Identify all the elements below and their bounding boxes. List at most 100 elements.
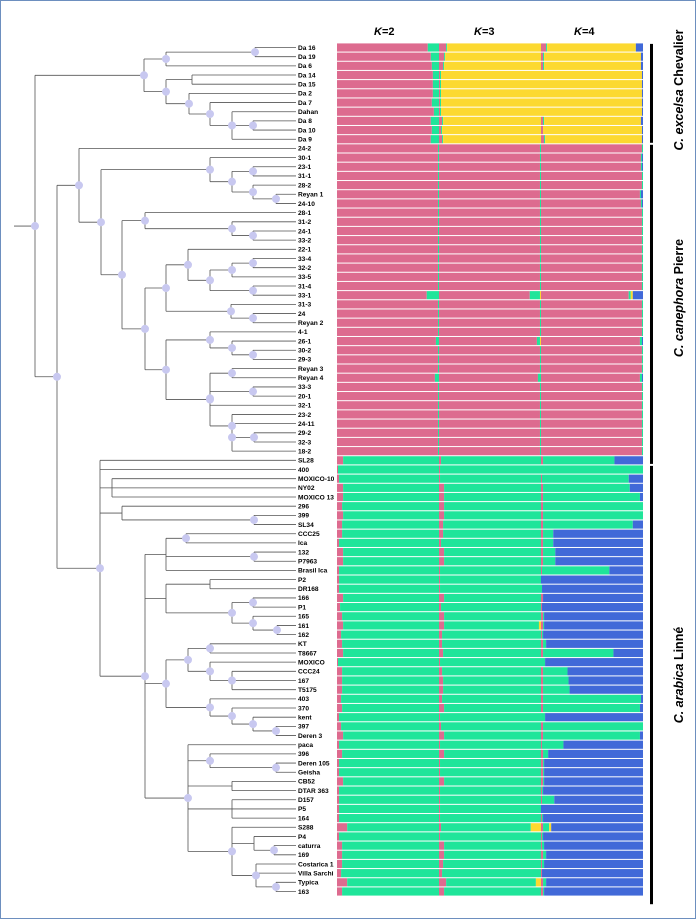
admixture-segment <box>541 236 642 245</box>
admixture-segment <box>342 520 439 529</box>
sample-label: P5 <box>298 806 306 813</box>
admixture-segment <box>337 199 438 208</box>
admixture-segment <box>539 254 541 263</box>
admixture-segment <box>543 612 545 621</box>
sample-label: Villa Sarchi <box>298 870 334 877</box>
admixture-segment <box>337 869 342 878</box>
admixture-segment <box>541 658 546 667</box>
admixture-segment <box>343 621 439 630</box>
admixture-segment <box>542 814 544 823</box>
admixture-segment <box>340 603 439 612</box>
sample-label: 164 <box>298 815 309 822</box>
admixture-segment <box>337 740 340 749</box>
admixture-segment <box>337 777 344 786</box>
admixture-segment <box>337 263 438 272</box>
bootstrap-node <box>249 187 257 196</box>
sample-label: D157 <box>298 797 314 804</box>
bootstrap-node <box>249 231 257 240</box>
sample-label: 31-4 <box>298 283 312 290</box>
admixture-segment <box>539 226 541 236</box>
admixture-segment <box>541 107 642 116</box>
admixture-segment <box>641 364 643 373</box>
admixture-segment <box>541 713 546 722</box>
admixture-segment <box>439 373 538 382</box>
admixture-segment <box>639 373 642 382</box>
bootstrap-node <box>141 216 149 225</box>
admixture-segment <box>440 758 541 768</box>
admixture-segment <box>445 52 541 61</box>
admixture-segment <box>541 162 641 171</box>
admixture-segment <box>541 887 544 896</box>
admixture-segment <box>442 116 444 125</box>
bootstrap-node <box>141 324 149 333</box>
admixture-segment <box>339 575 439 584</box>
admixture-segment <box>437 217 439 226</box>
admixture-segment <box>441 98 541 107</box>
admixture-segment <box>342 685 439 694</box>
admixture-segment <box>549 823 552 832</box>
admixture-segment <box>539 401 541 410</box>
admixture-segment <box>444 749 541 758</box>
admixture-segment <box>439 190 540 199</box>
sample-label: MOXICO 13 <box>298 494 334 501</box>
bootstrap-node <box>141 672 149 681</box>
admixture-segment <box>444 547 541 557</box>
admixture-segment <box>337 153 438 162</box>
admixture-segment <box>337 419 438 428</box>
admixture-segment <box>440 814 541 823</box>
admixture-segment <box>337 456 344 465</box>
admixture-segment <box>543 456 615 465</box>
bootstrap-node <box>249 720 257 729</box>
sample-label: 23-2 <box>298 412 312 419</box>
admixture-segment <box>439 70 441 80</box>
admixture-segment <box>543 538 554 547</box>
admixture-segment <box>641 272 643 281</box>
admixture-segment <box>543 676 569 685</box>
admixture-segment <box>440 474 541 483</box>
admixture-segment <box>337 859 343 869</box>
sample-label: CB52 <box>298 779 315 786</box>
admixture-segment <box>539 171 541 181</box>
admixture-segment <box>337 529 343 538</box>
admixture-segment <box>343 547 439 557</box>
admixture-segment <box>439 804 441 814</box>
admixture-segment <box>439 502 445 511</box>
sample-label: paca <box>298 742 313 749</box>
admixture-segment <box>629 483 643 492</box>
admixture-segment <box>539 392 541 401</box>
admixture-segment <box>342 529 439 538</box>
admixture-segment <box>441 538 541 547</box>
admixture-segment <box>341 722 439 731</box>
group-bracket <box>650 465 653 905</box>
admixture-segment <box>437 162 439 171</box>
admixture-segment <box>544 135 546 144</box>
admixture-segment <box>337 648 344 658</box>
admixture-segment <box>439 80 441 89</box>
admixture-segment <box>541 648 544 658</box>
sample-label: Reyan 4 <box>298 375 324 382</box>
sample-label: 30-1 <box>298 155 312 162</box>
k-headers: K=2 K=3 K=4 <box>374 26 595 38</box>
admixture-segment <box>437 236 439 245</box>
admixture-segment <box>337 676 343 685</box>
admixture-segment <box>437 382 439 392</box>
admixture-segment <box>337 593 344 603</box>
admixture-segment <box>435 336 439 346</box>
bootstrap-node <box>96 564 104 573</box>
admixture-segment <box>439 61 444 70</box>
sample-label: SL28 <box>298 458 314 465</box>
admixture-segment <box>439 658 441 667</box>
bootstrap-node <box>206 395 214 404</box>
admixture-segment <box>342 639 439 648</box>
bootstrap-node <box>249 350 257 359</box>
admixture-segment <box>437 171 439 181</box>
admixture-segment <box>439 291 530 300</box>
sample-label: 26-1 <box>298 338 312 345</box>
sample-label: Reyan 2 <box>298 320 324 327</box>
admixture-segment <box>535 878 541 887</box>
admixture-segment <box>337 208 438 217</box>
bootstrap-node <box>184 260 192 269</box>
admixture-segment <box>628 474 643 483</box>
panel-k4 <box>541 43 643 896</box>
